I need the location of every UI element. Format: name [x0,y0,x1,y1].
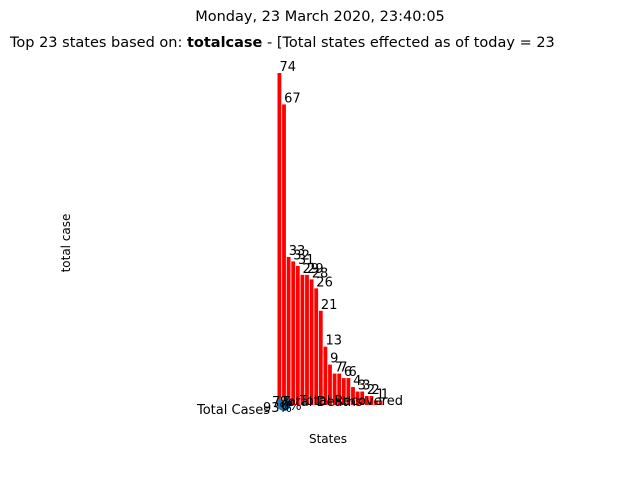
chart-title-metric: totalcase [186,35,263,51]
chart-title: Top 23 states based on: totalcase - [Tot… [10,35,555,51]
bar-label-6: 29 [307,262,324,277]
bar-label-11: 9 [330,352,338,367]
pie-label-total-cases: Total Cases [196,403,270,418]
bar-17 [355,391,360,405]
bar-8 [314,288,319,405]
bar-label-16: 4 [353,374,361,389]
bar-label-19: 2 [367,383,375,398]
bar-21 [374,400,378,405]
bar-label-0: 74 [280,60,297,75]
bar-3 [291,261,296,405]
x-axis-label: States [309,432,347,446]
pie-wedge-0 [277,396,292,411]
bar-label-12: 7 [335,361,343,376]
bar-5 [300,274,305,405]
bar-label-7: 28 [312,266,329,281]
bar-label-9: 21 [321,298,338,313]
bar-14 [341,378,346,405]
bar-label-14: 6 [344,365,352,380]
bar-label-20: 2 [372,383,380,398]
chart-title-suffix: - [Total states effected as of today = 2… [262,35,555,51]
bar-label-8: 26 [316,275,333,290]
bar-9 [318,310,323,405]
bar-label-17: 3 [358,379,366,394]
bar-10 [323,346,328,405]
bar-label-13: 7 [339,361,347,376]
pie-pct-total-cases: 93% [263,401,292,416]
bar-20 [369,396,374,405]
bar-4 [295,265,300,405]
bar-6 [305,274,309,405]
y-axis-label: total case [59,214,73,273]
bar-1 [282,104,286,405]
bar-label-5: 29 [303,262,320,277]
bar-label-2: 33 [289,244,306,259]
bar-series [277,73,383,405]
bar-22 [378,400,383,405]
bar-15 [346,378,351,405]
bar-label-10: 13 [326,334,343,349]
bar-label-15: 6 [349,365,357,380]
bar-2 [286,256,291,405]
bar-0 [277,73,282,405]
pie-label-total-recovered: Total Recovered [299,394,403,409]
pie-wedge-1 [281,397,284,404]
bar-label-22: 1 [381,388,389,403]
bar-13 [337,373,342,405]
pie-label-total-deaths: Total Deaths [281,395,363,410]
bar-7 [309,279,314,405]
bar-label-3: 32 [293,248,310,263]
bar-18 [360,391,365,405]
bar-label-4: 31 [298,253,315,268]
chart-title-prefix: Top 23 states based on: [10,35,187,51]
bar-label-18: 3 [362,379,370,394]
bar-12 [332,373,337,405]
bar-label-21: 1 [376,388,384,403]
chart-datetime: Monday, 23 March 2020, 23:40:05 [195,9,445,25]
bar-label-1: 67 [284,91,301,106]
pie-pct-total-recovered: 0% [281,399,302,414]
bar-16 [351,387,355,405]
bar-11 [328,364,332,405]
bar-19 [364,396,369,405]
pie-pct-total-deaths: 7% [272,395,293,410]
